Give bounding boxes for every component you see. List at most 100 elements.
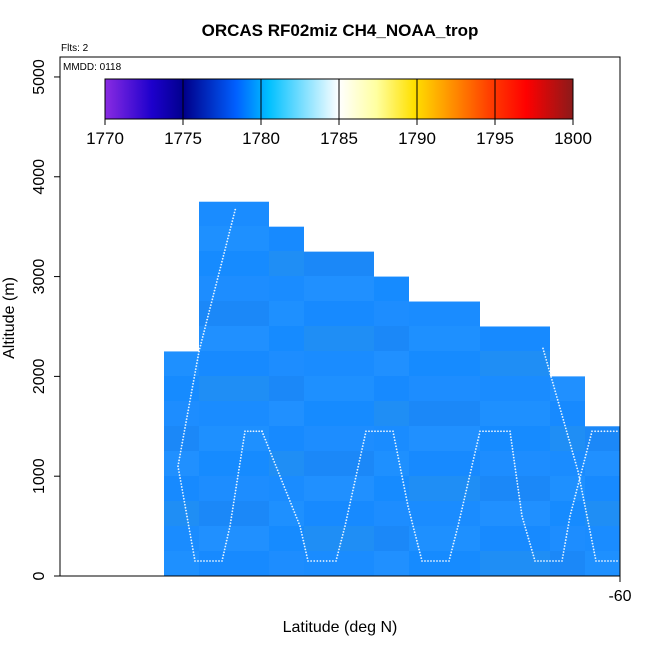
track-point: [418, 548, 420, 551]
heatmap-cell: [480, 401, 550, 426]
track-point: [474, 451, 477, 453]
track-point: [346, 513, 349, 516]
track-point: [222, 554, 225, 557]
track-point: [225, 243, 228, 246]
heatmap-cell: [164, 376, 199, 401]
track-point: [556, 398, 559, 401]
track-point: [576, 467, 579, 470]
track-point: [310, 560, 313, 562]
heatmap-cell: [199, 476, 269, 501]
flight-track: [177, 208, 618, 562]
track-point: [472, 457, 475, 459]
track-point: [517, 491, 520, 494]
track-point: [564, 424, 566, 427]
track-point: [181, 438, 184, 441]
track-point: [199, 344, 202, 347]
track-point: [573, 497, 576, 500]
track-point: [354, 477, 357, 480]
track-point: [221, 557, 224, 560]
heatmap-cell: [269, 226, 304, 251]
heatmap-cell: [164, 401, 199, 426]
track-point: [339, 542, 342, 545]
track-point: [419, 554, 422, 557]
track-point: [226, 536, 229, 539]
track-point: [232, 501, 235, 504]
track-point: [331, 560, 334, 562]
track-point: [406, 502, 409, 505]
track-point: [593, 551, 596, 554]
track-point: [448, 557, 451, 560]
track-point: [585, 453, 587, 456]
track-point: [218, 269, 221, 272]
track-point: [228, 528, 231, 530]
track-point: [430, 560, 432, 562]
track-point: [591, 430, 593, 433]
track-point: [389, 430, 391, 433]
track-point: [584, 507, 587, 510]
track-point: [542, 350, 545, 353]
track-point: [563, 545, 566, 547]
track-point: [364, 433, 367, 436]
track-point: [187, 521, 189, 524]
track-point: [559, 407, 561, 410]
track-point: [185, 509, 187, 512]
track-point: [177, 465, 179, 468]
track-point: [300, 531, 303, 533]
track-point: [185, 512, 188, 515]
heatmap-cell: [304, 251, 374, 276]
track-point: [223, 548, 226, 551]
track-point: [357, 465, 360, 468]
heatmap-cell: [304, 451, 374, 476]
track-point: [607, 560, 609, 562]
track-point: [459, 516, 461, 519]
heatmap-cell: [409, 476, 480, 501]
track-point: [580, 471, 583, 474]
track-point: [572, 503, 574, 506]
track-point: [184, 427, 186, 429]
heatmap-cell: [164, 451, 199, 476]
track-point: [179, 480, 182, 482]
track-point: [561, 557, 564, 559]
track-point: [594, 430, 597, 433]
track-point: [563, 421, 566, 424]
track-point: [573, 456, 575, 458]
track-point: [204, 324, 207, 327]
track-point: [206, 318, 209, 321]
heatmap-cell: [374, 551, 409, 576]
track-point: [231, 510, 234, 513]
track-point: [477, 439, 479, 442]
track-point: [190, 542, 193, 545]
heatmap-cell: [199, 451, 269, 476]
track-point: [521, 518, 524, 520]
colorbar-tick-label: 1780: [242, 129, 280, 148]
track-point: [299, 528, 302, 530]
track-point: [451, 545, 454, 548]
track-point: [468, 477, 470, 480]
track-point: [404, 493, 407, 496]
track-point: [305, 554, 308, 557]
track-point: [227, 531, 230, 533]
track-point: [546, 364, 549, 367]
track-point: [191, 545, 194, 548]
track-point: [418, 551, 421, 554]
track-point: [517, 488, 520, 491]
heatmap-cell: [585, 476, 620, 501]
track-point: [511, 445, 513, 447]
track-point: [179, 477, 182, 479]
track-point: [512, 456, 515, 459]
track-point: [578, 476, 581, 478]
track-point: [301, 533, 303, 536]
track-point: [530, 546, 532, 548]
track-point: [562, 418, 565, 421]
track-point: [403, 487, 406, 490]
colorbar-tick-label: 1775: [164, 129, 202, 148]
track-point: [196, 359, 199, 362]
track-point: [229, 228, 231, 231]
track-point: [555, 396, 558, 398]
track-point: [178, 474, 181, 477]
track-point: [395, 445, 397, 448]
track-point: [203, 330, 206, 333]
track-point: [525, 529, 527, 532]
track-point: [457, 522, 460, 525]
track-point: [561, 560, 563, 562]
